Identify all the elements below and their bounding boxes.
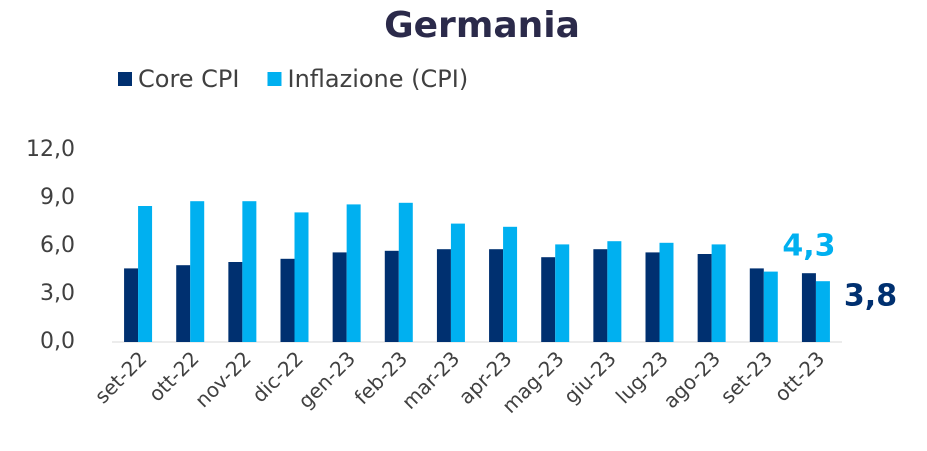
x-tick-label: gen-23 — [293, 346, 360, 413]
data-label: 4,3 — [782, 229, 835, 264]
y-tick-label: 0,0 — [40, 329, 75, 354]
x-tick-label: set-22 — [90, 346, 152, 408]
bar — [228, 262, 243, 342]
y-tick-label: 9,0 — [40, 185, 75, 210]
bar — [593, 249, 608, 342]
chart-title: Germania — [384, 5, 580, 46]
bar — [801, 273, 816, 342]
bar — [541, 257, 556, 342]
legend-swatch — [118, 72, 132, 86]
bar — [645, 252, 660, 342]
bar — [697, 254, 712, 342]
bar — [398, 202, 413, 342]
bar — [763, 271, 778, 342]
bar — [384, 250, 399, 342]
bar — [138, 206, 153, 342]
bar — [436, 249, 451, 342]
bar — [607, 241, 622, 342]
legend-label: Inflazione (CPI) — [287, 65, 468, 93]
bar — [815, 281, 830, 342]
bar — [124, 268, 139, 342]
legend-label: Core CPI — [138, 65, 239, 93]
bar — [294, 212, 309, 342]
y-tick-label: 6,0 — [40, 233, 75, 258]
bar — [503, 226, 518, 342]
bar — [711, 244, 726, 342]
x-tick-label: ott-23 — [770, 346, 830, 406]
x-tick-label: ago-23 — [658, 346, 725, 413]
bar — [190, 201, 205, 342]
x-tick-label: nov-22 — [190, 346, 256, 412]
bar — [659, 242, 674, 342]
bar — [280, 258, 295, 342]
data-label: 3,8 — [844, 279, 897, 314]
bar — [555, 244, 570, 342]
y-tick-label: 3,0 — [40, 281, 75, 306]
bar — [450, 223, 465, 342]
bar — [749, 268, 764, 342]
x-tick-label: giu-23 — [559, 346, 621, 408]
bar — [346, 204, 361, 342]
x-tick-label: mar-23 — [397, 346, 464, 413]
bar — [176, 265, 191, 342]
bar — [489, 249, 504, 342]
y-tick-label: 12,0 — [26, 137, 75, 162]
x-tick-label: set-23 — [716, 346, 778, 408]
bar — [332, 252, 347, 342]
legend-swatch — [267, 72, 282, 86]
bar — [242, 201, 257, 342]
